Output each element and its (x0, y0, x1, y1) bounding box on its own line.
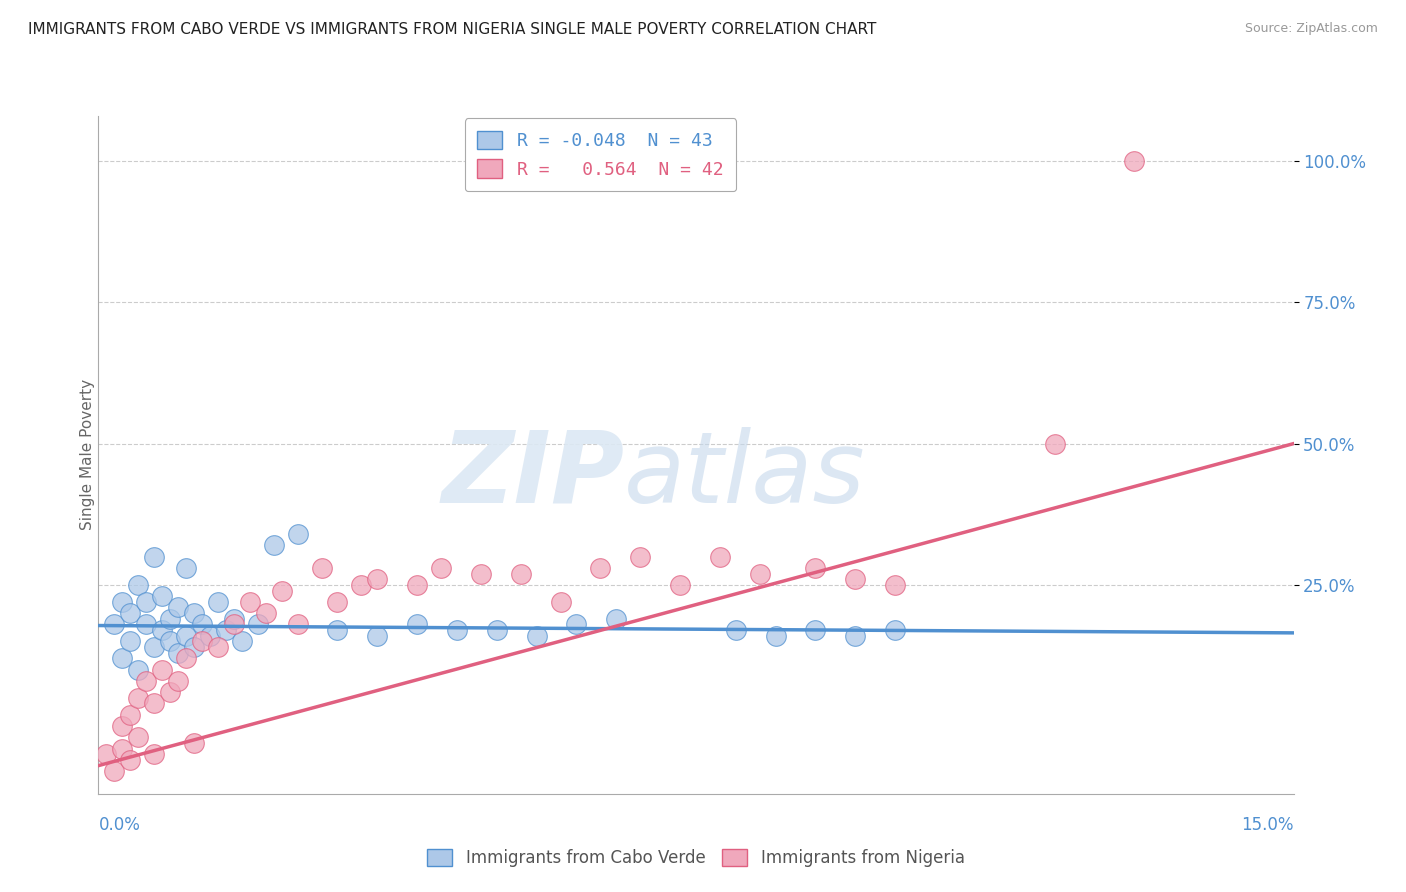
Point (191, 634, 214, 648)
Point (326, 623, 349, 637)
Point (103, 764, 125, 779)
Point (159, 634, 181, 648)
Point (143, 697, 166, 711)
Point (191, 617, 214, 632)
Point (263, 538, 285, 552)
Point (215, 623, 238, 637)
Point (96, 747, 118, 762)
Point (159, 685, 181, 699)
Y-axis label: Single Male Poverty: Single Male Poverty (80, 379, 94, 531)
Point (174, 629, 197, 643)
Point (174, 561, 197, 575)
Point (366, 572, 388, 586)
Text: Source: ZipAtlas.com: Source: ZipAtlas.com (1244, 22, 1378, 36)
Point (1043, 436, 1066, 450)
Point (159, 612, 181, 626)
Point (709, 549, 731, 564)
Point (470, 566, 492, 581)
Point (350, 578, 373, 592)
Point (120, 753, 142, 767)
Text: ZIP: ZIP (441, 426, 624, 524)
Point (406, 578, 429, 592)
Point (628, 549, 651, 564)
Point (111, 595, 134, 609)
Point (589, 561, 612, 575)
Point (127, 578, 149, 592)
Point (550, 595, 572, 609)
Point (127, 663, 149, 677)
Point (103, 617, 125, 632)
Point (748, 566, 770, 581)
Text: 0.0%: 0.0% (98, 816, 141, 834)
Point (884, 578, 907, 592)
Text: IMMIGRANTS FROM CABO VERDE VS IMMIGRANTS FROM NIGERIA SINGLE MALE POVERTY CORREL: IMMIGRANTS FROM CABO VERDE VS IMMIGRANTS… (28, 22, 876, 37)
Point (485, 623, 508, 637)
Point (111, 719, 134, 733)
Point (183, 640, 205, 654)
Point (287, 527, 309, 541)
Point (605, 612, 627, 626)
Point (183, 606, 205, 620)
Point (143, 640, 166, 654)
Point (270, 583, 292, 598)
Text: atlas: atlas (624, 426, 866, 524)
Point (127, 690, 149, 705)
Point (183, 736, 205, 750)
Point (430, 561, 453, 575)
Point (222, 617, 245, 632)
Point (111, 651, 134, 665)
Legend: Immigrants from Cabo Verde, Immigrants from Nigeria: Immigrants from Cabo Verde, Immigrants f… (420, 842, 972, 873)
Point (143, 747, 166, 762)
Point (526, 629, 548, 643)
Point (143, 549, 166, 564)
Text: 15.0%: 15.0% (1241, 816, 1294, 834)
Point (287, 617, 309, 632)
Point (239, 595, 262, 609)
Point (254, 606, 277, 620)
Point (222, 612, 245, 626)
Point (174, 651, 197, 665)
Point (669, 578, 692, 592)
Point (167, 673, 190, 688)
Point (246, 617, 269, 632)
Point (150, 623, 173, 637)
Point (844, 572, 866, 586)
Point (198, 629, 221, 643)
Point (120, 606, 142, 620)
Point (150, 663, 173, 677)
Point (135, 673, 157, 688)
Point (311, 561, 333, 575)
Point (406, 617, 429, 632)
Point (804, 623, 827, 637)
Point (724, 623, 747, 637)
Point (120, 707, 142, 722)
Point (804, 561, 827, 575)
Point (135, 595, 157, 609)
Point (111, 741, 134, 756)
Point (135, 617, 157, 632)
Point (207, 595, 229, 609)
Point (167, 646, 190, 660)
Point (884, 623, 907, 637)
Point (366, 629, 388, 643)
Point (167, 600, 190, 615)
Point (326, 595, 349, 609)
Point (120, 634, 142, 648)
Point (565, 617, 588, 632)
Point (1123, 154, 1146, 169)
Point (150, 589, 173, 603)
Point (446, 623, 468, 637)
Point (207, 640, 229, 654)
Point (844, 629, 866, 643)
Point (509, 566, 531, 581)
Point (127, 731, 149, 745)
Point (231, 634, 253, 648)
Point (765, 629, 787, 643)
